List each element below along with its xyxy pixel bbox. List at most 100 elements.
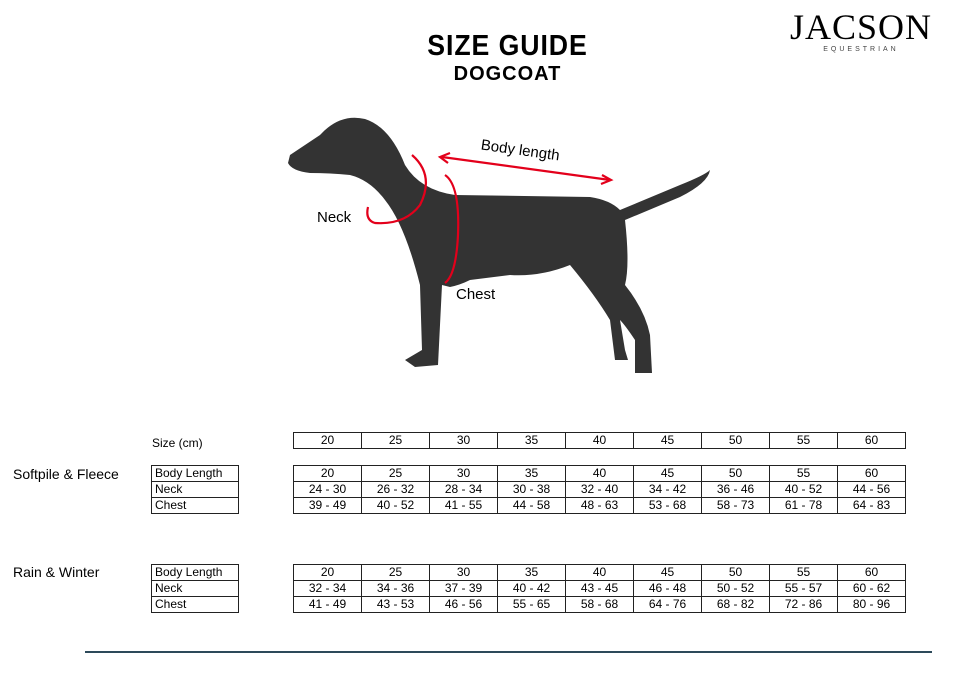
body-length-label: Body length <box>480 137 561 165</box>
table-cell: 32 - 34 <box>293 580 362 597</box>
table-cell: 40 - 42 <box>497 580 566 597</box>
table-cell: 40 - 52 <box>361 497 430 514</box>
measurements-table: 20 25 30 35 40 45 50 55 60 24 - 30 26 - 32 28 - 34 3… <box>293 465 906 514</box>
table-cell: 58 - 73 <box>701 497 770 514</box>
table-cell: 41 - 55 <box>429 497 498 514</box>
table-cell: 40 <box>565 432 634 449</box>
chest-label: Chest <box>456 286 496 303</box>
table-cell: 25 <box>361 432 430 449</box>
footer-divider <box>85 651 932 653</box>
table-cell: 44 - 56 <box>837 481 906 498</box>
table-cell: 26 - 32 <box>361 481 430 498</box>
table-row: 20 25 30 35 40 45 50 55 60 <box>293 465 906 482</box>
measurements-table: 20 25 30 35 40 45 50 55 60 32 - 34 34 - 36 37 - 39 4… <box>293 564 906 613</box>
table-cell: 61 - 78 <box>769 497 838 514</box>
table-cell: 50 <box>701 432 770 449</box>
table-cell: Chest <box>151 596 239 613</box>
table-row: 39 - 49 40 - 52 41 - 55 44 - 58 48 - 63 53 - … <box>293 497 906 514</box>
dog-diagram: Body length Neck Chest <box>288 117 710 373</box>
table-cell: 58 - 68 <box>565 596 634 613</box>
table-row: 24 - 30 26 - 32 28 - 34 30 - 38 32 - 40 34 - … <box>293 481 906 498</box>
table-cell: Body Length <box>151 564 239 581</box>
table-row: Chest <box>151 596 239 613</box>
table-cell: 45 <box>633 432 702 449</box>
table-cell: 50 <box>701 465 770 482</box>
table-cell: 46 - 56 <box>429 596 498 613</box>
body-length-arrow <box>441 155 611 182</box>
table-cell: 20 <box>293 564 362 581</box>
table-cell: 37 - 39 <box>429 580 498 597</box>
table-cell: 24 - 30 <box>293 481 362 498</box>
table-cell: 60 <box>837 465 906 482</box>
brand-logo: JACSON EQUESTRIAN <box>786 8 936 53</box>
table-cell: 36 - 46 <box>701 481 770 498</box>
table-cell: 25 <box>361 564 430 581</box>
table-cell: 28 - 34 <box>429 481 498 498</box>
table-cell: 46 - 48 <box>633 580 702 597</box>
table-cell: 55 <box>769 564 838 581</box>
table-cell: 43 - 53 <box>361 596 430 613</box>
group-name: Softpile & Fleece <box>13 466 119 482</box>
table-row: 41 - 49 43 - 53 46 - 56 55 - 65 58 - 68 64 - … <box>293 596 906 613</box>
table-cell: 40 <box>565 465 634 482</box>
table-cell: 20 <box>293 465 362 482</box>
table-cell: 30 <box>429 432 498 449</box>
table-row: Body Length <box>151 465 239 482</box>
table-cell: 35 <box>497 432 566 449</box>
table-cell: Chest <box>151 497 239 514</box>
table-cell: 32 - 40 <box>565 481 634 498</box>
table-cell: 43 - 45 <box>565 580 634 597</box>
chest-arrow <box>444 174 460 284</box>
table-cell: 55 - 65 <box>497 596 566 613</box>
page-subtitle: DOGCOAT <box>453 63 562 85</box>
size-label: Size (cm) <box>152 436 203 450</box>
table-cell: 72 - 86 <box>769 596 838 613</box>
table-cell: 34 - 42 <box>633 481 702 498</box>
table-cell: 60 <box>837 432 906 449</box>
table-row: 20 25 30 35 40 45 50 55 60 <box>293 564 906 581</box>
table-cell: 44 - 58 <box>497 497 566 514</box>
table-cell: 45 <box>633 564 702 581</box>
row-labels-table: Body Length Neck Chest <box>151 564 239 613</box>
table-cell: 30 <box>429 465 498 482</box>
table-cell: Neck <box>151 481 239 498</box>
table-cell: 48 - 63 <box>565 497 634 514</box>
table-row: Body Length <box>151 564 239 581</box>
logo-brand: JACSON <box>789 7 933 47</box>
dog-silhouette <box>288 117 710 373</box>
title-block: SIZE GUIDE DOGCOAT <box>380 30 635 86</box>
table-row: 32 - 34 34 - 36 37 - 39 40 - 42 43 - 45 46 - … <box>293 580 906 597</box>
table-cell: 60 <box>837 564 906 581</box>
table-cell: 40 - 52 <box>769 481 838 498</box>
table-cell: 41 - 49 <box>293 596 362 613</box>
table-cell: 53 - 68 <box>633 497 702 514</box>
table-cell: 64 - 83 <box>837 497 906 514</box>
table-cell: 50 - 52 <box>701 580 770 597</box>
table-row: Neck <box>151 580 239 597</box>
table-cell: Body Length <box>151 465 239 482</box>
page-title: SIZE GUIDE <box>427 30 588 62</box>
table-cell: 20 <box>293 432 362 449</box>
table-cell: 39 - 49 <box>293 497 362 514</box>
table-cell: 35 <box>497 564 566 581</box>
row-labels-table: Body Length Neck Chest <box>151 465 239 514</box>
table-cell: 80 - 96 <box>837 596 906 613</box>
table-cell: 35 <box>497 465 566 482</box>
table-cell: 68 - 82 <box>701 596 770 613</box>
table-cell: 64 - 76 <box>633 596 702 613</box>
table-cell: 45 <box>633 465 702 482</box>
size-table: 20 25 30 35 40 45 50 55 60 <box>293 432 906 449</box>
table-cell: 55 <box>769 432 838 449</box>
table-row: Chest <box>151 497 239 514</box>
table-cell: 60 - 62 <box>837 580 906 597</box>
table-cell: 55 <box>769 465 838 482</box>
table-cell: 50 <box>701 564 770 581</box>
table-cell: 30 <box>429 564 498 581</box>
table-cell: 25 <box>361 465 430 482</box>
table-cell: Neck <box>151 580 239 597</box>
size-row: 20 25 30 35 40 45 50 55 60 <box>293 432 906 449</box>
neck-arrow <box>366 154 428 225</box>
table-cell: 40 <box>565 564 634 581</box>
table-row: Neck <box>151 481 239 498</box>
table-cell: 34 - 36 <box>361 580 430 597</box>
